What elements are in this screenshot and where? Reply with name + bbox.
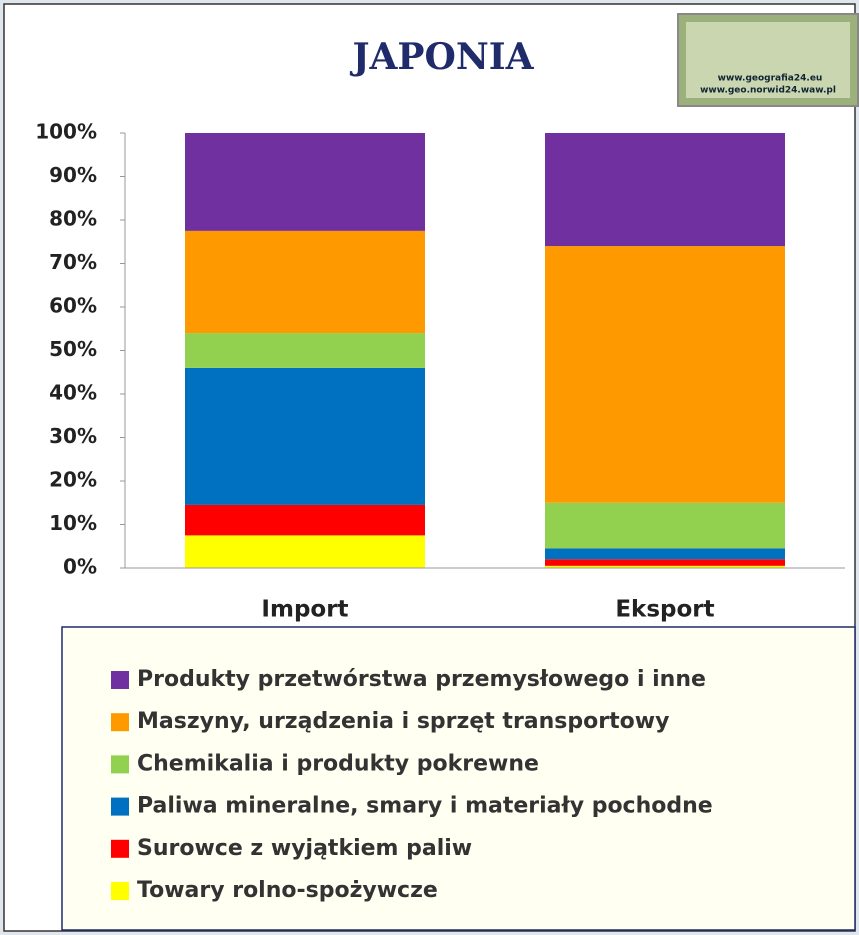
legend-swatch (111, 798, 129, 816)
legend-swatch (111, 882, 129, 900)
y-tick-label: 100% (35, 120, 97, 144)
x-tick-label: Import (261, 597, 348, 623)
y-tick-label: 20% (49, 468, 97, 492)
legend-label: Surowce z wyjątkiem paliw (137, 836, 472, 861)
chart: JAPONIA www.geografia24.eu www.geo.norwi… (0, 0, 859, 935)
legend-label: Maszyny, urządzenia i sprzęt transportow… (137, 709, 669, 734)
bar-segment (545, 548, 785, 559)
legend-swatch (111, 755, 129, 773)
y-tick-label: 90% (49, 163, 97, 187)
legend-label: Paliwa mineralne, smary i materiały poch… (137, 794, 713, 819)
bar-segment (545, 246, 785, 503)
legend-label: Produkty przetwórstwa przemysłowego i in… (137, 667, 706, 692)
legend-swatch (111, 840, 129, 858)
y-tick-label: 30% (49, 424, 97, 448)
legend-label: Chemikalia i produkty pokrewne (137, 751, 539, 776)
legend-swatch (111, 713, 129, 731)
legend-swatch (111, 671, 129, 689)
x-tick-label: Eksport (615, 597, 714, 623)
y-tick-label: 50% (49, 337, 97, 361)
bar-segment (185, 368, 425, 505)
y-tick-label: 40% (49, 381, 97, 405)
bar-segment (185, 535, 425, 568)
bar-segment (545, 503, 785, 549)
y-tick-label: 60% (49, 294, 97, 318)
page: {"chart_data": {"type": "stacked-bar", "… (0, 0, 859, 935)
bar-segment (185, 505, 425, 535)
bar-segment (185, 231, 425, 333)
legend-label: Towary rolno-spożywcze (137, 878, 438, 903)
chart-title: JAPONIA (349, 36, 534, 78)
y-tick-label: 0% (63, 555, 97, 579)
y-tick-label: 70% (49, 250, 97, 274)
logo: www.geografia24.eu www.geo.norwid24.waw.… (678, 14, 858, 106)
bar-segment (545, 133, 785, 246)
bar-segment (545, 559, 785, 566)
logo-text: www.geografia24.eu (718, 74, 823, 84)
y-tick-label: 10% (49, 511, 97, 535)
logo-text: www.geo.norwid24.waw.pl (700, 86, 836, 96)
bar-segment (185, 333, 425, 368)
y-tick-label: 80% (49, 207, 97, 231)
bar-segment (185, 133, 425, 231)
